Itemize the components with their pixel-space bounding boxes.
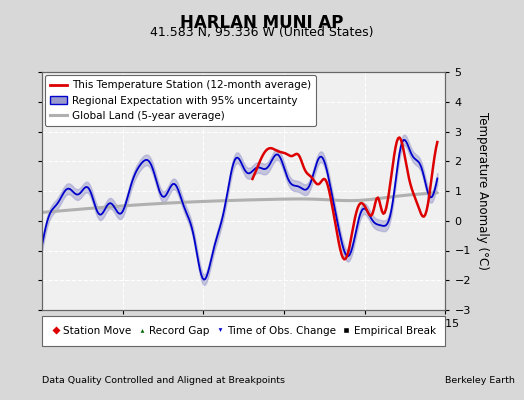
Legend: This Temperature Station (12-month average), Regional Expectation with 95% uncer: This Temperature Station (12-month avera… xyxy=(45,75,316,126)
FancyBboxPatch shape xyxy=(42,316,445,346)
Y-axis label: Temperature Anomaly (°C): Temperature Anomaly (°C) xyxy=(476,112,489,270)
Legend: Station Move, Record Gap, Time of Obs. Change, Empirical Break: Station Move, Record Gap, Time of Obs. C… xyxy=(49,324,438,338)
Text: HARLAN MUNI AP: HARLAN MUNI AP xyxy=(180,14,344,32)
Text: Data Quality Controlled and Aligned at Breakpoints: Data Quality Controlled and Aligned at B… xyxy=(42,376,285,385)
Text: 41.583 N, 95.336 W (United States): 41.583 N, 95.336 W (United States) xyxy=(150,26,374,39)
Text: Berkeley Earth: Berkeley Earth xyxy=(445,376,515,385)
